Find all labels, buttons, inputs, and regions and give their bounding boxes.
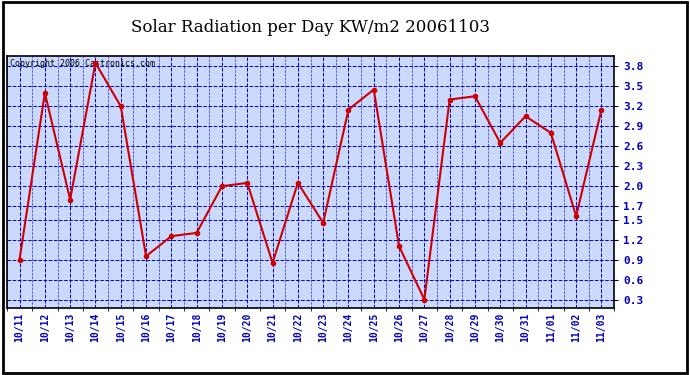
Text: Copyright 2006 Castronics.com: Copyright 2006 Castronics.com: [10, 59, 155, 68]
Text: Solar Radiation per Day KW/m2 20061103: Solar Radiation per Day KW/m2 20061103: [131, 19, 490, 36]
